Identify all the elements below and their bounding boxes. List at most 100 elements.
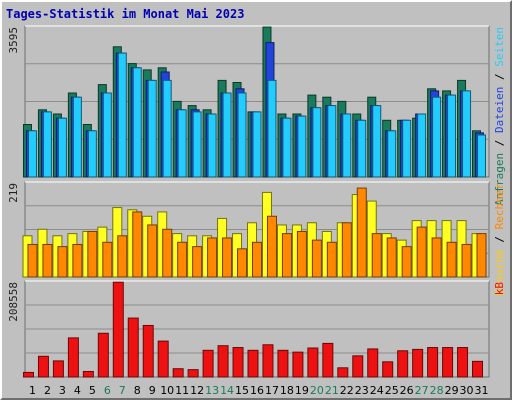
bar-top-seiten-day-21 (327, 105, 337, 178)
bar-mid-rechner-day-24 (371, 233, 382, 278)
bar-mid-rechner-day-12 (192, 246, 203, 278)
day-label-22: 22 (340, 384, 354, 397)
panel-top-ymax-label: 3595 (7, 27, 20, 54)
day-label-15: 15 (235, 384, 249, 397)
bar-top-seiten-day-3 (57, 117, 67, 178)
day-label-11: 11 (175, 384, 189, 397)
bar-mid-rechner-day-23 (356, 187, 367, 278)
bar-top-seiten-day-2 (42, 111, 52, 178)
bar-mid-rechner-day-8 (132, 211, 143, 278)
day-label-20: 20 (310, 384, 324, 397)
day-label-31: 31 (475, 384, 489, 397)
day-label-9: 9 (149, 384, 156, 397)
day-label-19: 19 (295, 384, 309, 397)
bar-bot-kb-day-17 (262, 344, 274, 378)
day-label-3: 3 (59, 384, 66, 397)
day-label-18: 18 (280, 384, 294, 397)
bar-mid-rechner-day-10 (162, 228, 173, 278)
bar-mid-rechner-day-5 (87, 230, 98, 278)
panel-mid-right-label-part-2: Rechner (493, 183, 506, 230)
bar-mid-rechner-day-16 (252, 241, 262, 278)
bar-mid-rechner-day-7 (117, 235, 128, 278)
bar-bot-kb-day-23 (352, 355, 364, 378)
panel-mid-right-label-part-1: / (493, 229, 506, 249)
bar-mid-rechner-day-3 (57, 246, 68, 278)
bar-bot-kb-day-26 (397, 350, 409, 378)
bar-mid-rechner-day-18 (281, 233, 292, 278)
chart-title: Tages-Statistik im Monat Mai 2023 (6, 7, 245, 21)
panel-top-right-label-part-0: Anfragen (493, 153, 506, 206)
bar-bot-kb-day-10 (157, 340, 169, 378)
bar-top-seiten-day-1 (27, 130, 37, 178)
panel-top-right-label-part-2: Dateien (493, 87, 506, 133)
bar-mid-rechner-day-28 (431, 237, 442, 278)
bar-bot-kb-day-28 (427, 347, 439, 378)
bar-top-seiten-day-30 (462, 90, 472, 178)
bar-top-seiten-day-17 (267, 79, 277, 178)
day-label-14: 14 (220, 384, 234, 397)
bar-top-seiten-day-5 (87, 130, 97, 178)
bar-top-seiten-day-23 (357, 119, 367, 178)
bar-top-seiten-day-28 (432, 96, 442, 178)
bar-bot-kb-day-9 (142, 324, 154, 378)
bar-bot-kb-day-20 (307, 347, 319, 378)
bar-top-seiten-day-7 (117, 52, 127, 178)
day-label-6: 6 (104, 384, 111, 397)
bar-top-seiten-day-25 (387, 130, 397, 178)
bar-mid-rechner-day-11 (177, 241, 188, 278)
bar-bot-kb-day-14 (217, 345, 229, 378)
bar-mid-rechner-day-30 (461, 243, 472, 278)
bar-bot-kb-day-8 (127, 317, 139, 378)
bar-mid-rechner-day-31 (476, 233, 487, 278)
day-label-26: 26 (400, 384, 414, 397)
day-label-1: 1 (29, 384, 36, 397)
bar-bot-kb-day-12 (187, 369, 199, 378)
day-label-21: 21 (325, 384, 339, 397)
bar-mid-rechner-day-26 (401, 246, 412, 278)
panel-bot-right-label-part-0: kB (493, 282, 506, 296)
bar-top-seiten-day-15 (237, 92, 247, 178)
bar-top-seiten-day-19 (297, 115, 307, 178)
day-label-7: 7 (119, 384, 126, 397)
bar-mid-rechner-day-4 (72, 243, 83, 278)
bar-bot-kb-day-3 (52, 360, 64, 378)
bar-mid-rechner-day-14 (222, 237, 233, 278)
bar-top-seiten-day-14 (222, 92, 232, 178)
bar-bot-kb-day-15 (232, 347, 244, 378)
bar-top-seiten-day-12 (192, 111, 202, 178)
bar-mid-rechner-day-20 (311, 239, 322, 278)
bar-bot-kb-day-29 (442, 347, 454, 378)
bar-bot-kb-day-2 (37, 355, 49, 378)
bar-bot-kb-day-27 (412, 348, 424, 378)
bar-top-seiten-day-4 (72, 96, 82, 178)
day-label-27: 27 (415, 384, 429, 397)
day-label-25: 25 (385, 384, 399, 397)
bar-mid-rechner-day-2 (42, 243, 53, 278)
day-label-30: 30 (460, 384, 474, 397)
bar-bot-kb-day-31 (472, 360, 484, 378)
day-label-17: 17 (265, 384, 279, 397)
bar-mid-rechner-day-9 (147, 224, 158, 278)
bar-bot-kb-day-21 (322, 342, 334, 378)
bar-top-seiten-day-20 (312, 107, 322, 178)
bar-bot-kb-day-30 (457, 347, 469, 378)
panel-bot-right-label: kB (493, 282, 506, 296)
day-label-4: 4 (74, 384, 81, 397)
day-label-13: 13 (205, 384, 219, 397)
panel-top-right-label-part-3: / (493, 67, 506, 87)
panel-mid-ymax-label: 219 (7, 183, 20, 203)
bar-mid-rechner-day-27 (416, 226, 427, 278)
panel-top-right-label-part-1: / (493, 133, 506, 153)
bar-top-seiten-day-8 (132, 67, 142, 178)
bar-top-seiten-day-18 (282, 117, 292, 178)
bar-mid-rechner-day-25 (386, 237, 397, 278)
bar-bot-kb-day-24 (367, 348, 379, 378)
bar-top-seiten-day-26 (402, 119, 412, 178)
bar-bot-kb-day-16 (247, 349, 259, 378)
day-label-5: 5 (89, 384, 96, 397)
bar-bot-kb-day-1 (22, 371, 34, 378)
bar-bot-kb-day-5 (82, 370, 94, 378)
bar-mid-rechner-day-22 (341, 222, 352, 278)
day-label-29: 29 (445, 384, 459, 397)
